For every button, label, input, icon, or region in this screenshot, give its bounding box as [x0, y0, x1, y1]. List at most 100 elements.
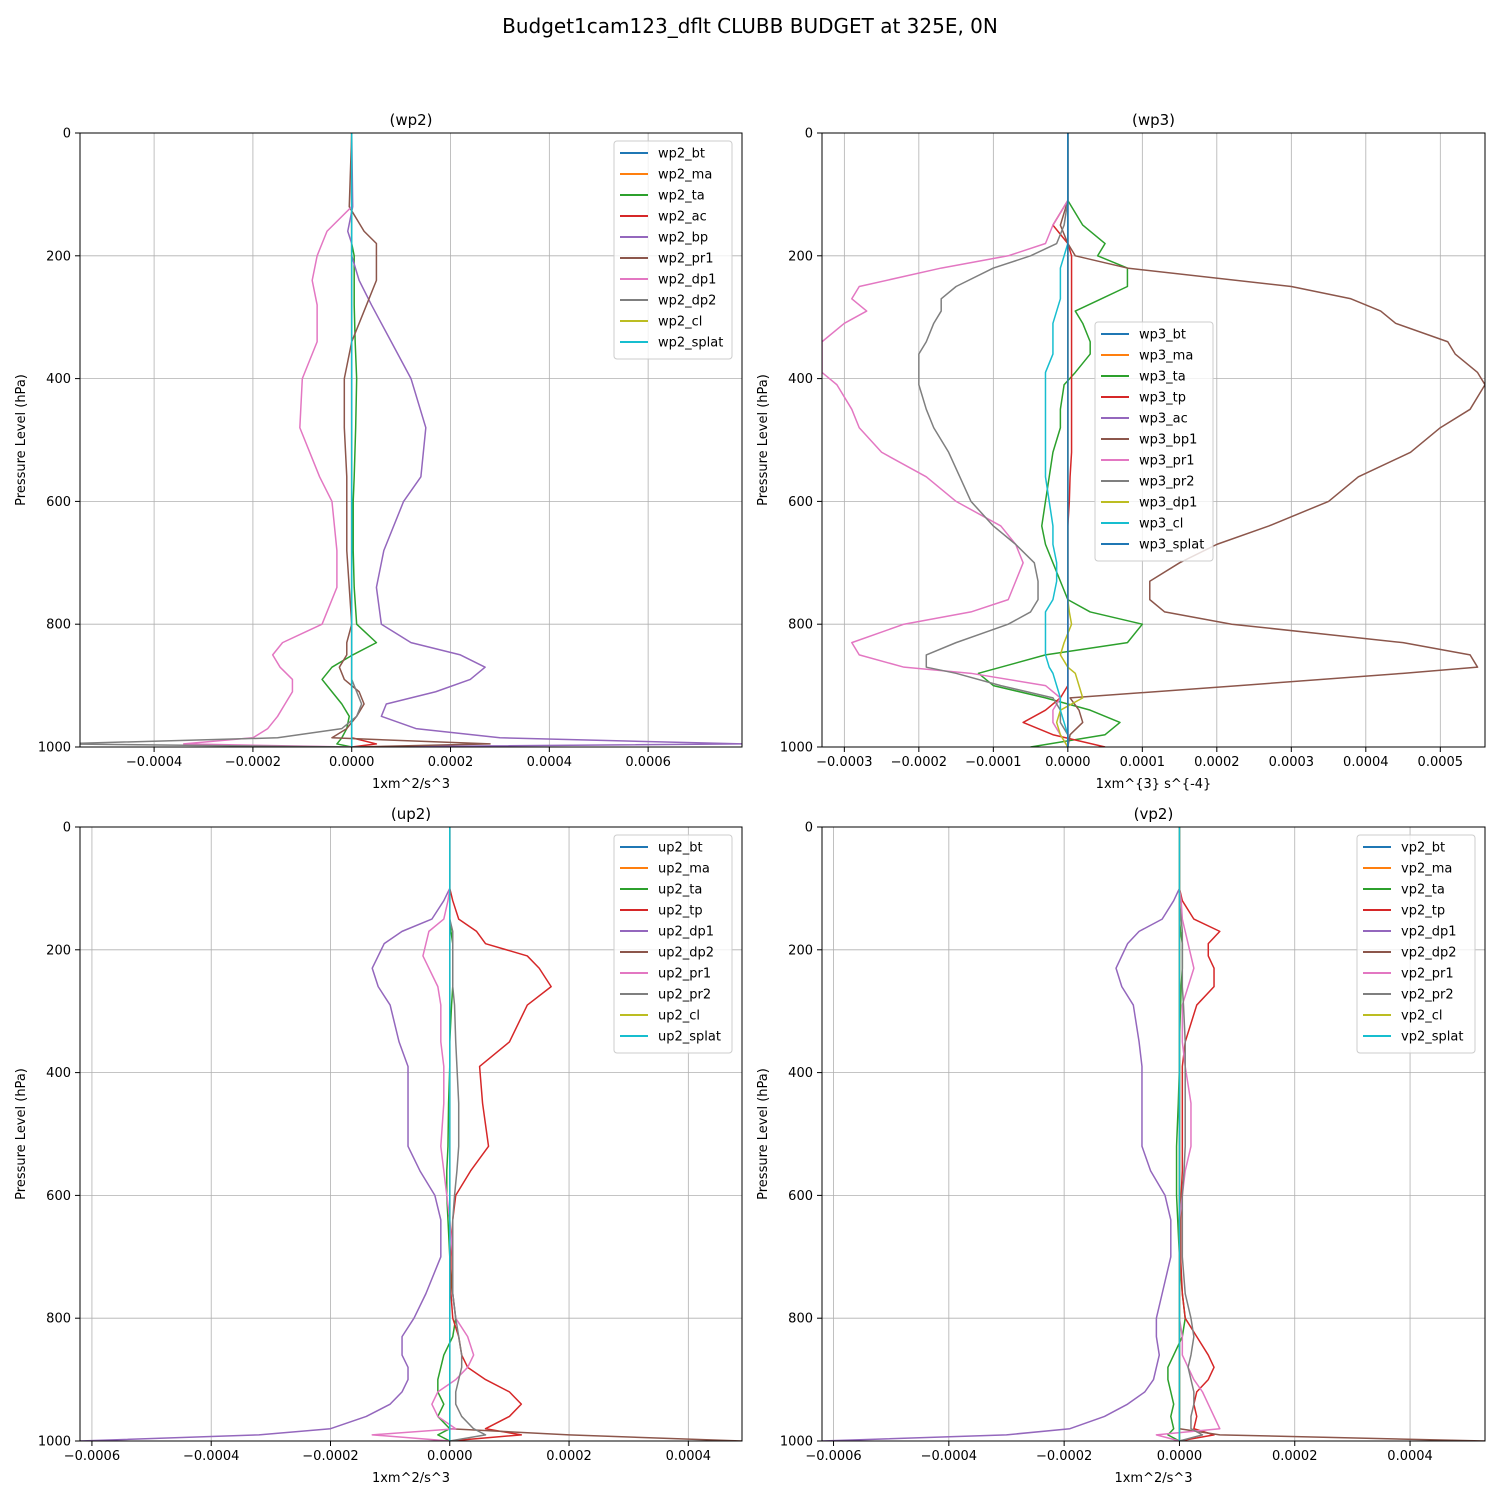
x-tick-label: 0.0004 — [1387, 1449, 1433, 1464]
y-tick-label: 800 — [46, 618, 71, 633]
legend-label: up2_bt — [658, 841, 703, 856]
legend-label: up2_splat — [658, 1030, 721, 1045]
x-axis-label: 1xm^{3} s^{-4} — [1096, 777, 1212, 792]
series-group — [80, 133, 742, 747]
x-tick-label: 0.0002 — [1194, 755, 1240, 770]
series-line-up2_tp — [449, 827, 552, 1441]
x-tick-label: −0.0004 — [126, 755, 182, 770]
series-group — [80, 827, 742, 1441]
series-line-wp3_bp1 — [1059, 133, 1485, 747]
x-axis-label: 1xm^2/s^3 — [372, 777, 450, 792]
legend-label: up2_tp — [658, 904, 703, 919]
x-tick-label: 0.0002 — [1272, 1449, 1318, 1464]
legend: up2_bt up2_ma up2_ta up2_tp up2_dp1 up2_dp2up… — [613, 834, 733, 1054]
legend-label: wp2_bp — [658, 231, 708, 246]
legend-label: vp2_ta — [1401, 883, 1445, 898]
series-line-vp2_tp — [1178, 827, 1221, 1441]
series-line-up2_dp1 — [80, 827, 451, 1441]
y-tick-label: 1000 — [780, 1435, 813, 1450]
x-tick-label: 0.0004 — [527, 755, 573, 770]
series-line-up2_pr1 — [371, 827, 475, 1441]
y-tick-label: 400 — [46, 1066, 71, 1081]
legend-label: vp2_cl — [1401, 1009, 1442, 1024]
legend-label: wp3_ta — [1139, 370, 1186, 385]
x-tick-label: 0.0004 — [666, 1449, 712, 1464]
legend-label: up2_ta — [658, 883, 702, 898]
y-tick-label: 0 — [805, 821, 813, 836]
legend-label: up2_ma — [658, 862, 710, 877]
legend-label: wp3_pr1 — [1139, 454, 1195, 469]
legend-label: vp2_splat — [1401, 1030, 1463, 1045]
legend-label: up2_cl — [658, 1009, 700, 1024]
y-axis-label: Pressure Level (hPa) — [756, 1068, 771, 1200]
x-tick-label: −0.0006 — [64, 1449, 120, 1464]
series-line-wp2_ta — [321, 133, 378, 747]
series-line-wp3_pr1 — [822, 133, 1069, 747]
y-tick-label: 200 — [788, 943, 813, 958]
y-tick-label: 600 — [46, 1189, 71, 1204]
subplot-title: (vp2) — [1134, 805, 1174, 823]
legend-label: wp3_cl — [1139, 517, 1183, 532]
y-tick-label: 800 — [788, 1312, 813, 1327]
legend-label: wp2_bt — [658, 147, 705, 162]
y-axis-label: Pressure Level (hPa) — [14, 1068, 29, 1200]
series-line-vp2_dp1 — [822, 827, 1181, 1441]
y-tick-label: 200 — [788, 249, 813, 264]
legend-label: wp3_bp1 — [1139, 433, 1197, 448]
legend-label: wp3_bt — [1139, 328, 1186, 343]
y-tick-label: 1000 — [780, 741, 813, 756]
x-axis-label: 1xm^2/s^3 — [1114, 1471, 1192, 1486]
y-tick-label: 1000 — [38, 1435, 71, 1450]
figure-title: Budget1cam123_dflt CLUBB BUDGET at 325E,… — [502, 14, 998, 38]
subplot-title: (wp2) — [389, 111, 432, 129]
subplot-2: −0.0006 −0.0004 −0.0002 0.0000 0.0002 0.0004 0… — [14, 805, 743, 1486]
legend-label: wp3_pr2 — [1139, 475, 1195, 490]
axes-frame — [821, 132, 1486, 748]
y-axis-label: Pressure Level (hPa) — [756, 374, 771, 506]
axes-frame — [79, 132, 743, 748]
subplot-title: (up2) — [391, 805, 431, 823]
legend-label: vp2_dp1 — [1401, 925, 1457, 940]
series-line-vp2_pr1 — [1155, 827, 1221, 1441]
x-tick-label: −0.0006 — [805, 1449, 861, 1464]
x-tick-label: 0.0000 — [1157, 1449, 1203, 1464]
series-line-vp2_pr2 — [1178, 827, 1204, 1441]
y-tick-label: 800 — [46, 1312, 71, 1327]
legend: vp2_bt vp2_ma vp2_ta vp2_tp vp2_dp1 vp2_dp2vp… — [1356, 834, 1476, 1054]
x-tick-label: 0.0005 — [1418, 755, 1464, 770]
y-tick-label: 0 — [63, 127, 71, 142]
legend: wp3_bt wp3_ma wp3_ta wp3_tp wp3_ac wp3_bp1 wp3… — [1094, 321, 1214, 562]
legend-label: vp2_bt — [1401, 841, 1445, 856]
legend-label: wp2_ac — [658, 210, 707, 225]
y-tick-label: 600 — [788, 495, 813, 510]
x-tick-label: 0.0004 — [1343, 755, 1389, 770]
x-tick-label: −0.0001 — [965, 755, 1021, 770]
legend-label: wp2_ta — [658, 189, 705, 204]
subplot-title: (wp3) — [1132, 111, 1175, 129]
series-line-wp3_pr2 — [918, 133, 1069, 747]
x-tick-label: −0.0003 — [816, 755, 872, 770]
x-tick-label: −0.0002 — [225, 755, 281, 770]
x-tick-label: 0.0001 — [1120, 755, 1166, 770]
y-tick-label: 0 — [63, 821, 71, 836]
series-line-wp2_dp2 — [80, 133, 363, 747]
series-line-up2_pr2 — [449, 827, 487, 1441]
legend-label: wp3_ma — [1139, 349, 1193, 364]
x-tick-label: 0.0002 — [546, 1449, 592, 1464]
legend-label: up2_dp1 — [658, 925, 714, 940]
legend-label: up2_dp2 — [658, 946, 714, 961]
series-line-wp3_cl — [1044, 133, 1069, 747]
x-tick-label: 0.0003 — [1269, 755, 1315, 770]
x-axis-label: 1xm^2/s^3 — [372, 1471, 450, 1486]
x-tick-label: 0.0000 — [427, 1449, 473, 1464]
y-tick-label: 400 — [788, 372, 813, 387]
legend-label: wp2_ma — [658, 168, 712, 183]
x-tick-label: 0.0000 — [1045, 755, 1091, 770]
y-tick-label: 400 — [788, 1066, 813, 1081]
legend-label: wp2_dp1 — [658, 273, 716, 288]
legend-label: wp3_ac — [1139, 412, 1188, 427]
x-tick-label: 0.0002 — [428, 755, 474, 770]
x-tick-label: 0.0006 — [625, 755, 671, 770]
legend-label: vp2_pr1 — [1401, 967, 1454, 982]
